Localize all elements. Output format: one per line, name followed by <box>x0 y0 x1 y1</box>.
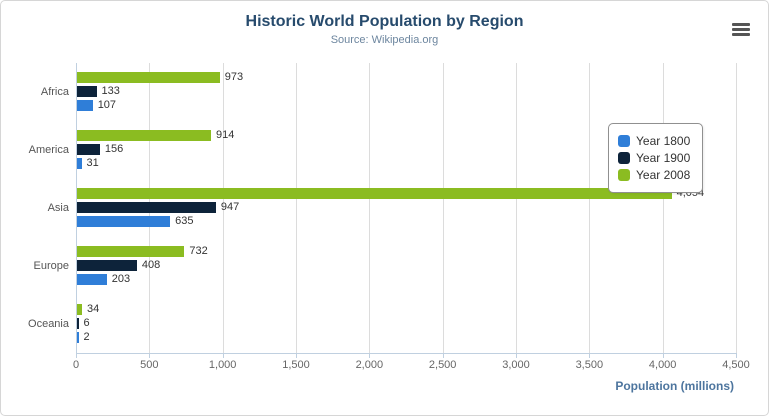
data-label: 973 <box>224 71 244 83</box>
x-tick-label: 2,000 <box>355 359 384 371</box>
data-label: 635 <box>175 215 194 227</box>
hamburger-icon <box>732 23 750 26</box>
bar-year-1900[interactable] <box>77 260 137 271</box>
x-axis-tick <box>736 353 737 358</box>
x-axis-title: Population (millions) <box>615 379 734 393</box>
x-axis-line <box>76 353 736 354</box>
bar-year-1900[interactable] <box>77 318 79 329</box>
data-label: 2 <box>83 331 90 343</box>
chart-subtitle: Source: Wikipedia.org <box>330 34 439 46</box>
x-axis-tick <box>662 353 664 358</box>
legend-swatch-icon <box>618 169 630 181</box>
category-label: Asia <box>47 202 69 214</box>
bar-year-2008[interactable] <box>77 130 212 141</box>
x-tick-label: 0 <box>72 359 80 371</box>
data-label: 133 <box>101 85 120 97</box>
data-label: 4,054 <box>676 187 705 199</box>
data-label: 203 <box>111 273 131 285</box>
y-axis-line <box>76 63 77 353</box>
legend-item-year-1900[interactable]: Year 1900 <box>618 151 690 165</box>
x-axis-tick <box>296 353 297 358</box>
data-label: 6 <box>83 317 90 329</box>
data-label: 156 <box>104 143 124 155</box>
legend-label: Year 2008 <box>636 168 691 182</box>
x-tick-label: 4,000 <box>648 359 677 371</box>
legend-label: Year 1900 <box>636 151 691 165</box>
grid-line <box>516 63 517 353</box>
x-tick-label: 3,000 <box>502 359 530 371</box>
bar-year-2008[interactable] <box>77 246 185 257</box>
hamburger-icon <box>732 28 750 31</box>
grid-line <box>589 63 591 353</box>
data-label: 914 <box>216 129 235 141</box>
x-axis-tick <box>222 353 224 358</box>
grid-line <box>296 63 297 353</box>
export-menu-button[interactable] <box>732 23 750 36</box>
grid-line <box>736 63 737 353</box>
data-label: 408 <box>141 259 161 271</box>
grid-line <box>369 63 371 353</box>
bar-year-1900[interactable] <box>77 202 216 213</box>
legend-swatch-icon <box>618 152 630 164</box>
x-tick-label: 4,500 <box>722 359 750 371</box>
bar-year-1800[interactable] <box>77 100 93 111</box>
x-axis-tick <box>369 353 371 358</box>
grid-line <box>442 63 444 353</box>
category-label: Europe <box>33 260 69 272</box>
data-label: 34 <box>86 303 100 315</box>
x-axis-tick <box>516 353 517 358</box>
legend-swatch-icon <box>618 135 630 147</box>
bar-year-1800[interactable] <box>77 158 82 169</box>
bar-year-1800[interactable] <box>77 274 107 285</box>
category-label: America <box>28 144 69 156</box>
x-tick-label: 500 <box>140 359 159 371</box>
hamburger-icon <box>732 33 750 36</box>
x-axis-tick <box>149 353 151 358</box>
x-tick-label: 1,000 <box>208 359 237 371</box>
data-label: 107 <box>97 99 117 111</box>
bar-year-1900[interactable] <box>77 144 100 155</box>
bar-year-2008[interactable] <box>77 188 672 199</box>
legend-label: Year 1800 <box>636 134 691 148</box>
x-tick-label: 2,500 <box>428 359 457 371</box>
category-label: Africa <box>40 86 69 98</box>
legend-item-year-1800[interactable]: Year 1800 <box>618 134 690 148</box>
category-label: Oceania <box>28 318 69 330</box>
bar-year-1900[interactable] <box>77 86 97 97</box>
data-label: 947 <box>220 201 240 213</box>
x-axis-tick <box>76 353 77 358</box>
bar-year-1800[interactable] <box>77 332 79 343</box>
chart-title: Historic World Population by Region <box>245 13 524 30</box>
x-tick-label: 1,500 <box>282 359 310 371</box>
x-axis-tick <box>442 353 444 358</box>
grid-line <box>662 63 664 353</box>
data-label: 31 <box>86 157 99 169</box>
x-axis-tick <box>589 353 591 358</box>
data-label: 732 <box>189 245 208 257</box>
legend: Year 1800 Year 1900 Year 2008 <box>608 123 704 193</box>
bar-year-1800[interactable] <box>77 216 171 227</box>
legend-item-year-2008[interactable]: Year 2008 <box>618 168 690 182</box>
bar-year-2008[interactable] <box>77 304 82 315</box>
bar-year-2008[interactable] <box>77 72 220 83</box>
x-tick-label: 3,500 <box>575 359 604 371</box>
grid-line <box>222 63 224 353</box>
